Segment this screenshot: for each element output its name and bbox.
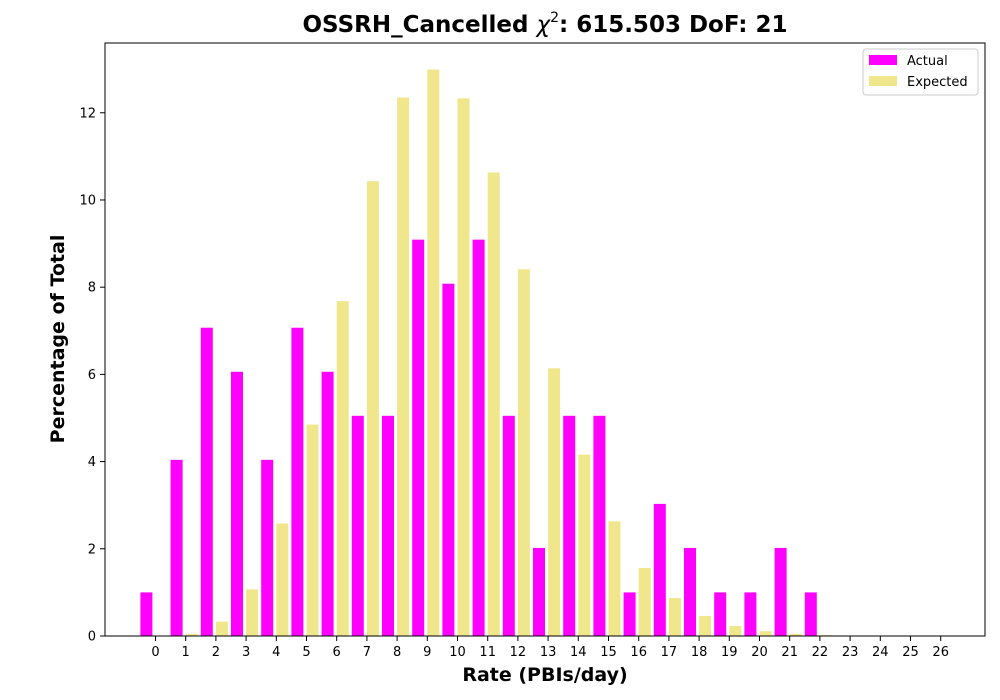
bar-actual-0	[140, 592, 153, 636]
chart-title-exponent: 2	[550, 10, 559, 26]
x-tick-label: 26	[932, 645, 949, 660]
chart-title-main: OSSRH_Cancelled	[302, 12, 536, 38]
y-tick-label: 10	[79, 193, 96, 208]
bar-expected-4	[276, 523, 289, 636]
x-tick-label: 5	[302, 645, 310, 660]
bar-expected-5	[306, 424, 319, 636]
x-tick-label: 7	[363, 645, 371, 660]
bar-actual-12	[502, 415, 515, 636]
bar-actual-19	[714, 592, 727, 636]
bar-actual-11	[472, 239, 485, 636]
bars-group	[140, 69, 863, 637]
bar-expected-19	[729, 625, 742, 636]
x-tick-label: 23	[842, 645, 859, 660]
plot-frame	[104, 42, 986, 637]
bar-expected-14	[578, 454, 591, 636]
x-tick-label: 21	[781, 645, 798, 660]
x-tick-label: 12	[510, 645, 527, 660]
legend: Actual Expected	[862, 48, 979, 96]
bar-actual-9	[412, 239, 425, 636]
x-tick-label: 1	[182, 645, 190, 660]
legend-swatch-expected	[869, 76, 897, 86]
y-tick-label: 8	[88, 281, 96, 296]
x-tick-label: 19	[721, 645, 738, 660]
bar-expected-20	[759, 631, 772, 636]
bar-expected-2	[215, 621, 228, 636]
x-tick-label: 8	[393, 645, 401, 660]
y-tick-label: 12	[79, 106, 96, 121]
bar-expected-10	[457, 98, 470, 636]
bar-expected-6	[336, 301, 349, 636]
x-tick-label: 15	[600, 645, 617, 660]
bar-actual-14	[563, 415, 576, 636]
x-tick-label: 20	[751, 645, 768, 660]
bar-actual-18	[684, 547, 696, 636]
legend-label-actual: Actual	[907, 54, 948, 69]
bar-expected-1	[185, 633, 198, 636]
bar-actual-13	[533, 547, 545, 636]
legend-swatch-actual	[869, 55, 897, 65]
x-tick-label: 11	[479, 645, 496, 660]
bar-expected-17	[668, 598, 681, 636]
bar-actual-6	[321, 371, 334, 636]
bar-expected-12	[517, 269, 530, 636]
x-tick-label: 24	[872, 645, 889, 660]
y-axis-label: Percentage of Total	[47, 235, 69, 444]
x-tick-label: 6	[333, 645, 341, 660]
bar-actual-4	[261, 459, 274, 636]
x-axis-ticks: 0 1 2 3 4 5 6 7 8 9 10 11 12 13 14 15 16 17 18 19 20 21 22 23 24…	[151, 636, 949, 660]
bar-expected-9	[427, 69, 440, 637]
x-tick-label: 3	[242, 645, 250, 660]
y-tick-label: 4	[88, 455, 96, 470]
x-tick-label: 16	[630, 645, 647, 660]
bar-expected-11	[487, 172, 500, 636]
bar-actual-5	[291, 327, 304, 636]
bar-actual-17	[653, 503, 666, 636]
bar-actual-3	[231, 371, 243, 636]
bar-actual-1	[170, 459, 183, 636]
bar-expected-21	[789, 633, 802, 636]
x-tick-label: 2	[212, 645, 220, 660]
bar-expected-15	[608, 521, 621, 636]
x-tick-label: 14	[570, 645, 587, 660]
bar-actual-2	[200, 327, 213, 636]
legend-label-expected: Expected	[907, 75, 968, 90]
x-tick-label: 0	[151, 645, 159, 660]
x-tick-label: 25	[902, 645, 919, 660]
bar-actual-20	[744, 592, 757, 636]
x-tick-label: 10	[449, 645, 466, 660]
chart-title: OSSRH_Cancelled χ2: 615.503 DoF: 21	[302, 10, 787, 38]
x-tick-label: 4	[272, 645, 280, 660]
y-tick-label: 6	[88, 368, 96, 383]
bar-actual-7	[351, 415, 364, 636]
x-tick-label: 17	[661, 645, 678, 660]
bar-expected-8	[397, 97, 410, 636]
bar-actual-22	[804, 592, 817, 636]
bar-expected-13	[548, 368, 561, 636]
x-tick-label: 9	[423, 645, 431, 660]
x-tick-label: 22	[812, 645, 829, 660]
y-axis-ticks: 0 2 4 6 8 10 12	[79, 106, 105, 645]
x-tick-label: 18	[691, 645, 708, 660]
bar-expected-3	[246, 589, 259, 636]
bar-actual-10	[442, 283, 455, 636]
y-tick-label: 0	[88, 630, 96, 645]
x-tick-label: 13	[540, 645, 557, 660]
chart-title-symbol: χ	[534, 12, 551, 38]
chart-title-rest: : 615.503 DoF: 21	[559, 12, 788, 38]
bar-expected-16	[638, 567, 651, 636]
bar-actual-16	[623, 592, 636, 636]
bar-expected-7	[366, 181, 379, 636]
x-axis-label: Rate (PBIs/day)	[462, 664, 627, 686]
bar-expected-18	[699, 615, 712, 636]
bar-actual-8	[382, 415, 394, 636]
bar-actual-21	[774, 547, 787, 636]
y-tick-label: 2	[88, 542, 96, 557]
bar-actual-15	[593, 415, 606, 636]
